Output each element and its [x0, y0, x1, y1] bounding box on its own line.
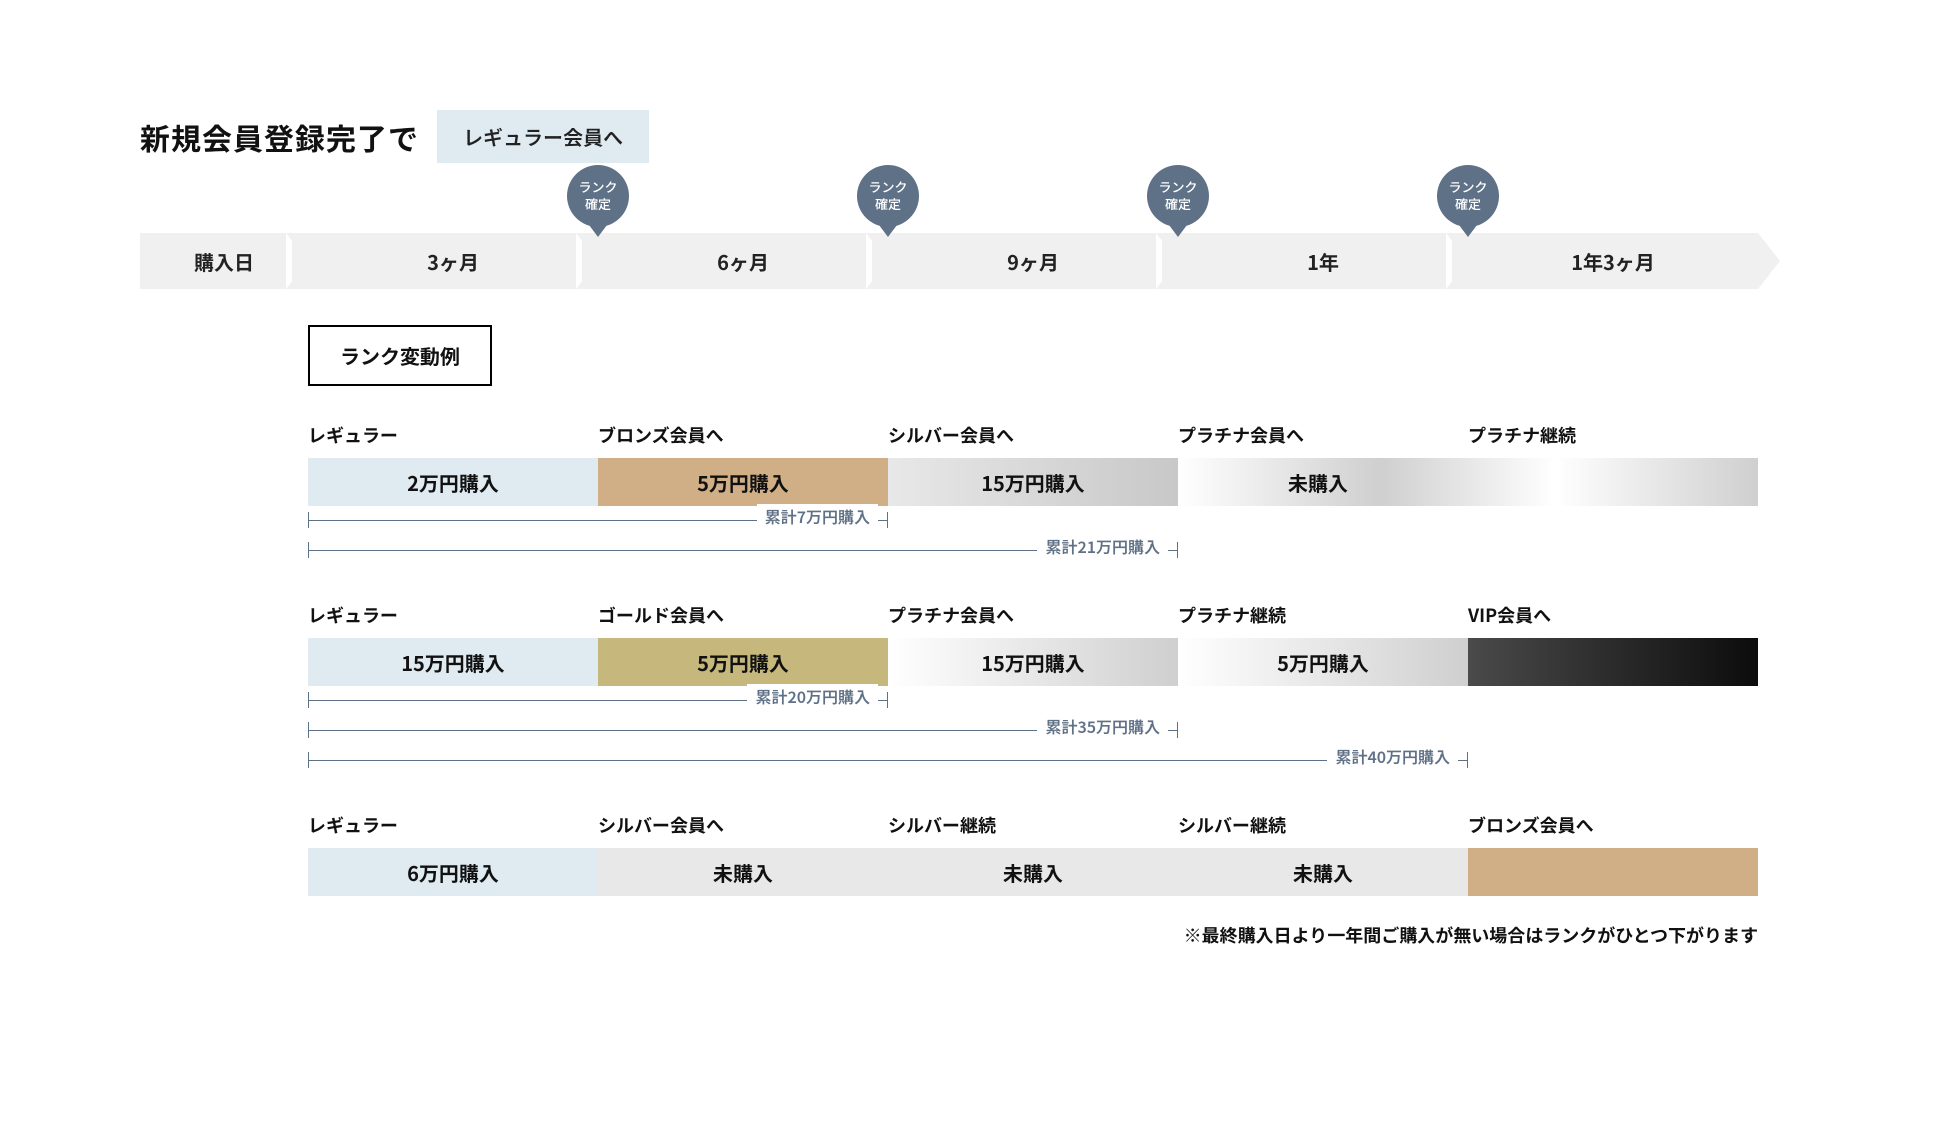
- rank-pin: ランク確定: [1147, 165, 1209, 227]
- cumulative-label: 累計7万円購入: [757, 504, 878, 528]
- scenario: レギュラーゴールド会員へプラチナ会員へプラチナ継続VIP会員へ15万円購入5万円…: [308, 602, 1758, 776]
- cumulative-row: 累計21万円購入: [308, 536, 1758, 566]
- scenario-label: ブロンズ会員へ: [598, 422, 888, 458]
- timeline-cell-start: 購入日: [140, 233, 308, 289]
- scenario-bar: 未購入: [1178, 848, 1468, 896]
- scenario-bar: 5万円購入: [1178, 638, 1468, 686]
- header-chip: レギュラー会員へ: [437, 110, 649, 163]
- cumulative-line: 累計21万円購入: [308, 536, 1178, 566]
- scenario-label: プラチナ継続: [1468, 422, 1758, 458]
- example-chip: ランク変動例: [308, 325, 492, 386]
- scenario-bar: 15万円購入: [308, 638, 598, 686]
- scenario-bars: 2万円購入5万円購入15万円購入未購入: [308, 458, 1758, 506]
- scenario-bar: 2万円購入: [308, 458, 598, 506]
- header: 新規会員登録完了で レギュラー会員へ: [140, 110, 1820, 163]
- scenario: レギュラーシルバー会員へシルバー継続シルバー継続ブロンズ会員へ6万円購入未購入未…: [308, 812, 1758, 896]
- scenario-bar: [1468, 848, 1758, 896]
- scenario-label: シルバー継続: [888, 812, 1178, 848]
- timeline: 購入日3ヶ月6ヶ月9ヶ月1年1年3ヶ月ランク確定ランク確定ランク確定ランク確定: [140, 233, 1820, 289]
- scenario-bars: 15万円購入5万円購入15万円購入5万円購入: [308, 638, 1758, 686]
- scenario-label: レギュラー: [308, 812, 598, 848]
- timeline-cell: 1年3ヶ月: [1468, 233, 1758, 289]
- cumulative-line: 累計20万円購入: [308, 686, 888, 716]
- scenario-bar: 未購入: [1178, 458, 1758, 506]
- scenario-labels: レギュラーブロンズ会員へシルバー会員へプラチナ会員へプラチナ継続: [308, 422, 1758, 458]
- scenario-labels: レギュラーゴールド会員へプラチナ会員へプラチナ継続VIP会員へ: [308, 602, 1758, 638]
- scenario-bars: 6万円購入未購入未購入未購入: [308, 848, 1758, 896]
- timeline-end-arrow: [1758, 233, 1780, 289]
- rank-pin: ランク確定: [1437, 165, 1499, 227]
- scenario-label: ブロンズ会員へ: [1468, 812, 1758, 848]
- scenario-bar: 15万円購入: [888, 638, 1178, 686]
- cumulative-label: 累計21万円購入: [1037, 534, 1168, 558]
- scenario-label: シルバー会員へ: [888, 422, 1178, 458]
- scenario-label: ゴールド会員へ: [598, 602, 888, 638]
- footnote: ※最終購入日より一年間ご購入が無い場合はランクがひとつ下がります: [308, 922, 1758, 948]
- cumulative-line: 累計40万円購入: [308, 746, 1468, 776]
- scenario-labels: レギュラーシルバー会員へシルバー継続シルバー継続ブロンズ会員へ: [308, 812, 1758, 848]
- cumulative-row: 累計20万円購入: [308, 686, 1758, 716]
- cumulative-label: 累計35万円購入: [1037, 714, 1168, 738]
- cumulative-row: 累計35万円購入: [308, 716, 1758, 746]
- timeline-cell: 6ヶ月: [598, 233, 888, 289]
- scenario-bar: [1468, 638, 1758, 686]
- scenario-bar: 5万円購入: [598, 458, 888, 506]
- scenario-bar: 5万円購入: [598, 638, 888, 686]
- scenario-label: シルバー会員へ: [598, 812, 888, 848]
- timeline-cell: 9ヶ月: [888, 233, 1178, 289]
- scenario-label: プラチナ継続: [1178, 602, 1468, 638]
- rank-pin: ランク確定: [857, 165, 919, 227]
- timeline-cell: 1年: [1178, 233, 1468, 289]
- scenario-bar: 未購入: [598, 848, 888, 896]
- timeline-cell: 3ヶ月: [308, 233, 598, 289]
- scenario-label: VIP会員へ: [1468, 602, 1758, 638]
- scenario-bar: 未購入: [888, 848, 1178, 896]
- scenario-label: レギュラー: [308, 602, 598, 638]
- scenario-label: プラチナ会員へ: [888, 602, 1178, 638]
- header-title: 新規会員登録完了で: [140, 115, 419, 159]
- cumulative-label: 累計20万円購入: [747, 684, 878, 708]
- cumulative-label: 累計40万円購入: [1327, 744, 1458, 768]
- cumulative-row: 累計7万円購入: [308, 506, 1758, 536]
- scenario-bar: 15万円購入: [888, 458, 1178, 506]
- scenario-label: プラチナ会員へ: [1178, 422, 1468, 458]
- cumulative-line: 累計35万円購入: [308, 716, 1178, 746]
- cumulative-row: 累計40万円購入: [308, 746, 1758, 776]
- scenario-label: シルバー継続: [1178, 812, 1468, 848]
- rank-pin: ランク確定: [567, 165, 629, 227]
- scenario-bar: 6万円購入: [308, 848, 598, 896]
- cumulative-line: 累計7万円購入: [308, 506, 888, 536]
- scenario: レギュラーブロンズ会員へシルバー会員へプラチナ会員へプラチナ継続2万円購入5万円…: [308, 422, 1758, 566]
- scenario-label: レギュラー: [308, 422, 598, 458]
